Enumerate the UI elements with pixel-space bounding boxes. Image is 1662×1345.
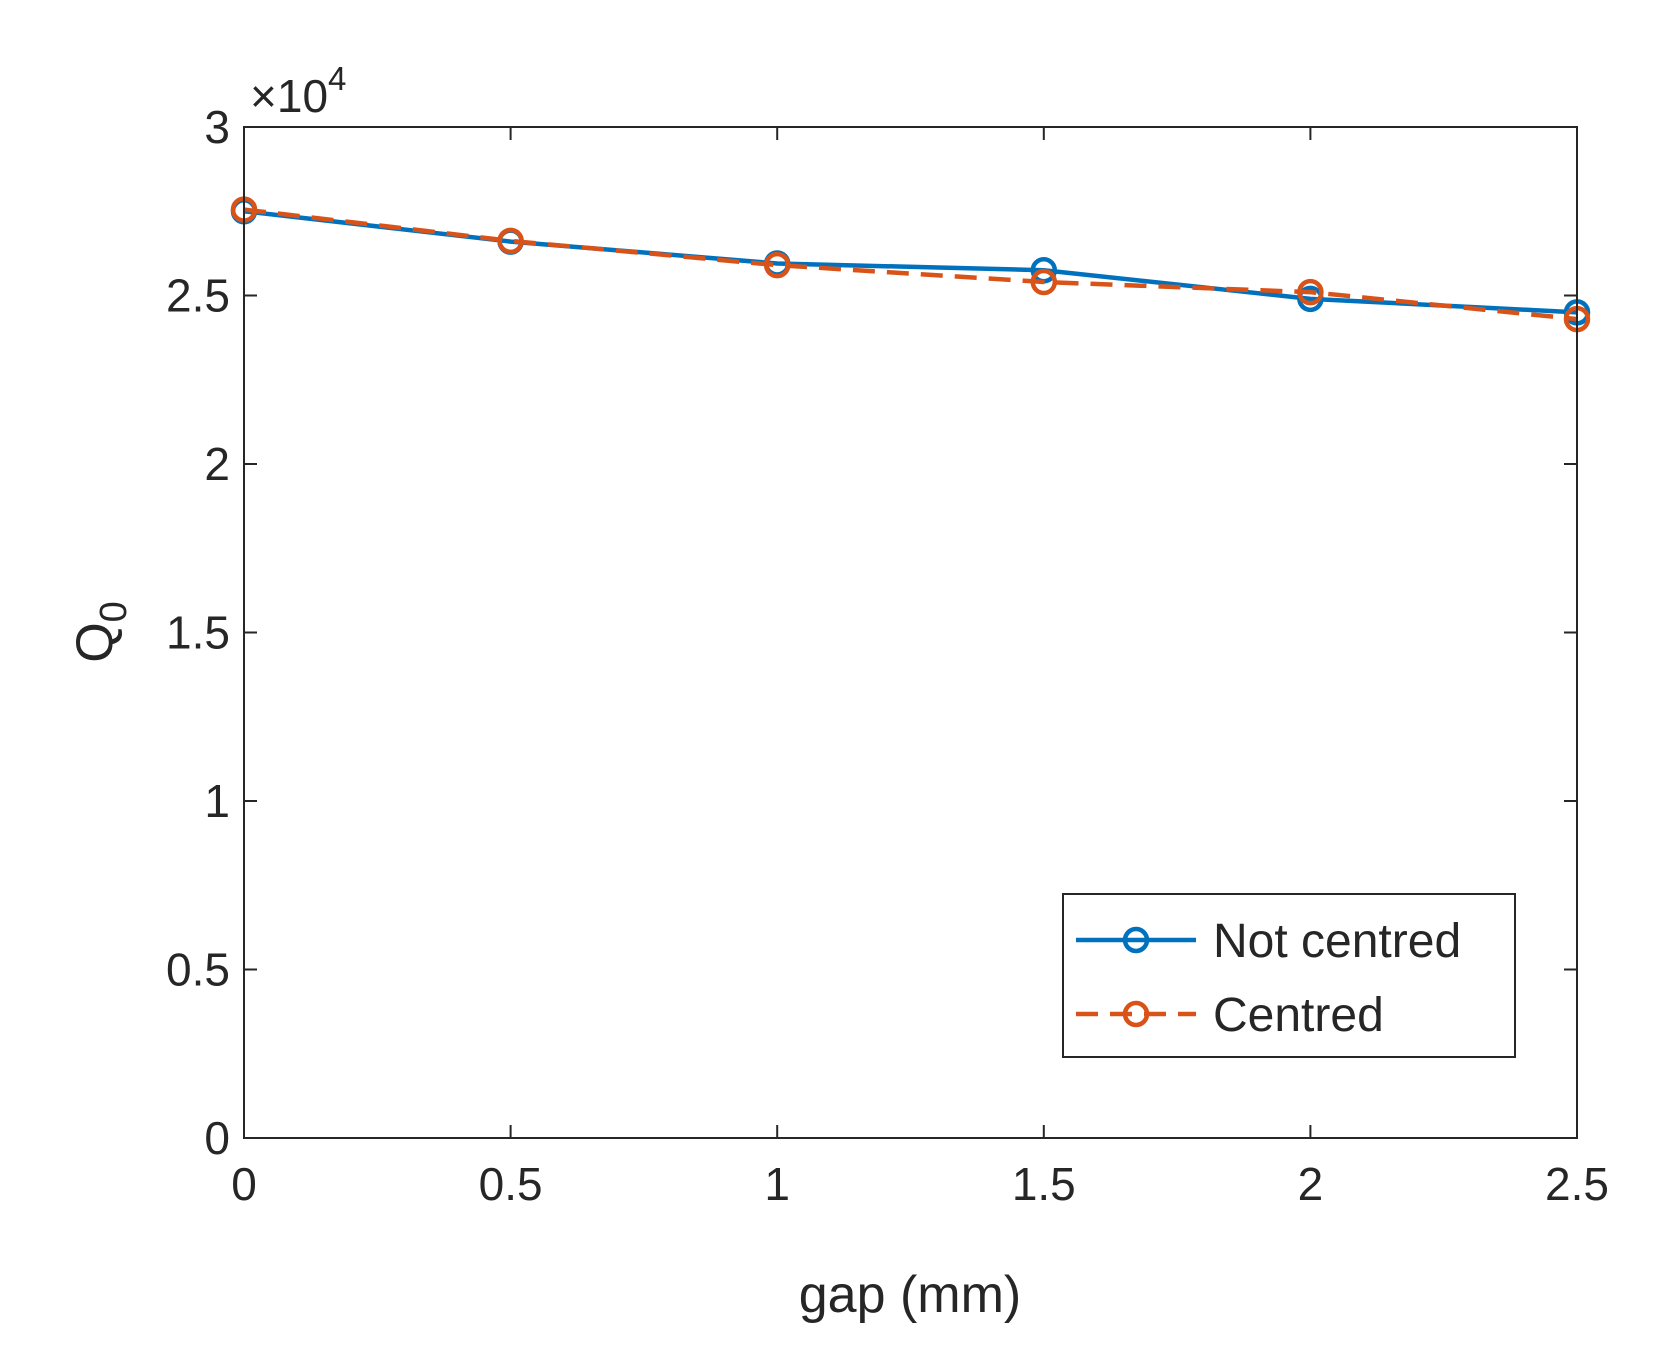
legend-swatch-marker [1122, 926, 1150, 954]
data-point-series-2 [1030, 268, 1058, 296]
x-tick-label: 1 [764, 1158, 790, 1210]
legend-box [1062, 893, 1516, 1058]
x-tick-label: 2 [1298, 1158, 1324, 1210]
x-tick-label: 0 [231, 1158, 257, 1210]
x-tick-label: 1.5 [1012, 1158, 1076, 1210]
legend-label: Not centred [1213, 915, 1461, 968]
y-axis-label: Q0 [66, 601, 135, 663]
y-tick-label: 0.5 [166, 944, 230, 996]
x-tick-label: 0.5 [479, 1158, 543, 1210]
data-point-series-2 [497, 227, 524, 255]
y-tick-label: 3 [204, 101, 230, 153]
y-tick-label: 0 [204, 1112, 230, 1164]
legend-label: Centred [1213, 989, 1384, 1042]
data-point-series-2 [763, 251, 791, 279]
legend-swatch-marker [1122, 1000, 1150, 1028]
plot-box [243, 126, 1578, 1139]
x-axis-label: gap (mm) [799, 1266, 1021, 1324]
x-tick-label: 2.5 [1545, 1158, 1609, 1210]
series-line-2 [243, 207, 1578, 322]
y-tick-label: 1 [204, 775, 230, 827]
x-tick-labels: 0 0.5 1 1.5 2 2.5 [231, 1158, 1609, 1210]
y-tick-label: 1.5 [166, 607, 230, 659]
legend: Not centred Centred [1062, 893, 1516, 1058]
data-point-series-2 [1297, 278, 1324, 306]
y-tick-labels: 0 0.5 1 1.5 2 2.5 3 [166, 101, 230, 1164]
y-exponent-label: ×104 [250, 60, 346, 122]
svg-text:Q0: Q0 [66, 601, 135, 663]
y-tick-label: 2 [204, 438, 230, 490]
y-tick-label: 2.5 [166, 270, 230, 322]
